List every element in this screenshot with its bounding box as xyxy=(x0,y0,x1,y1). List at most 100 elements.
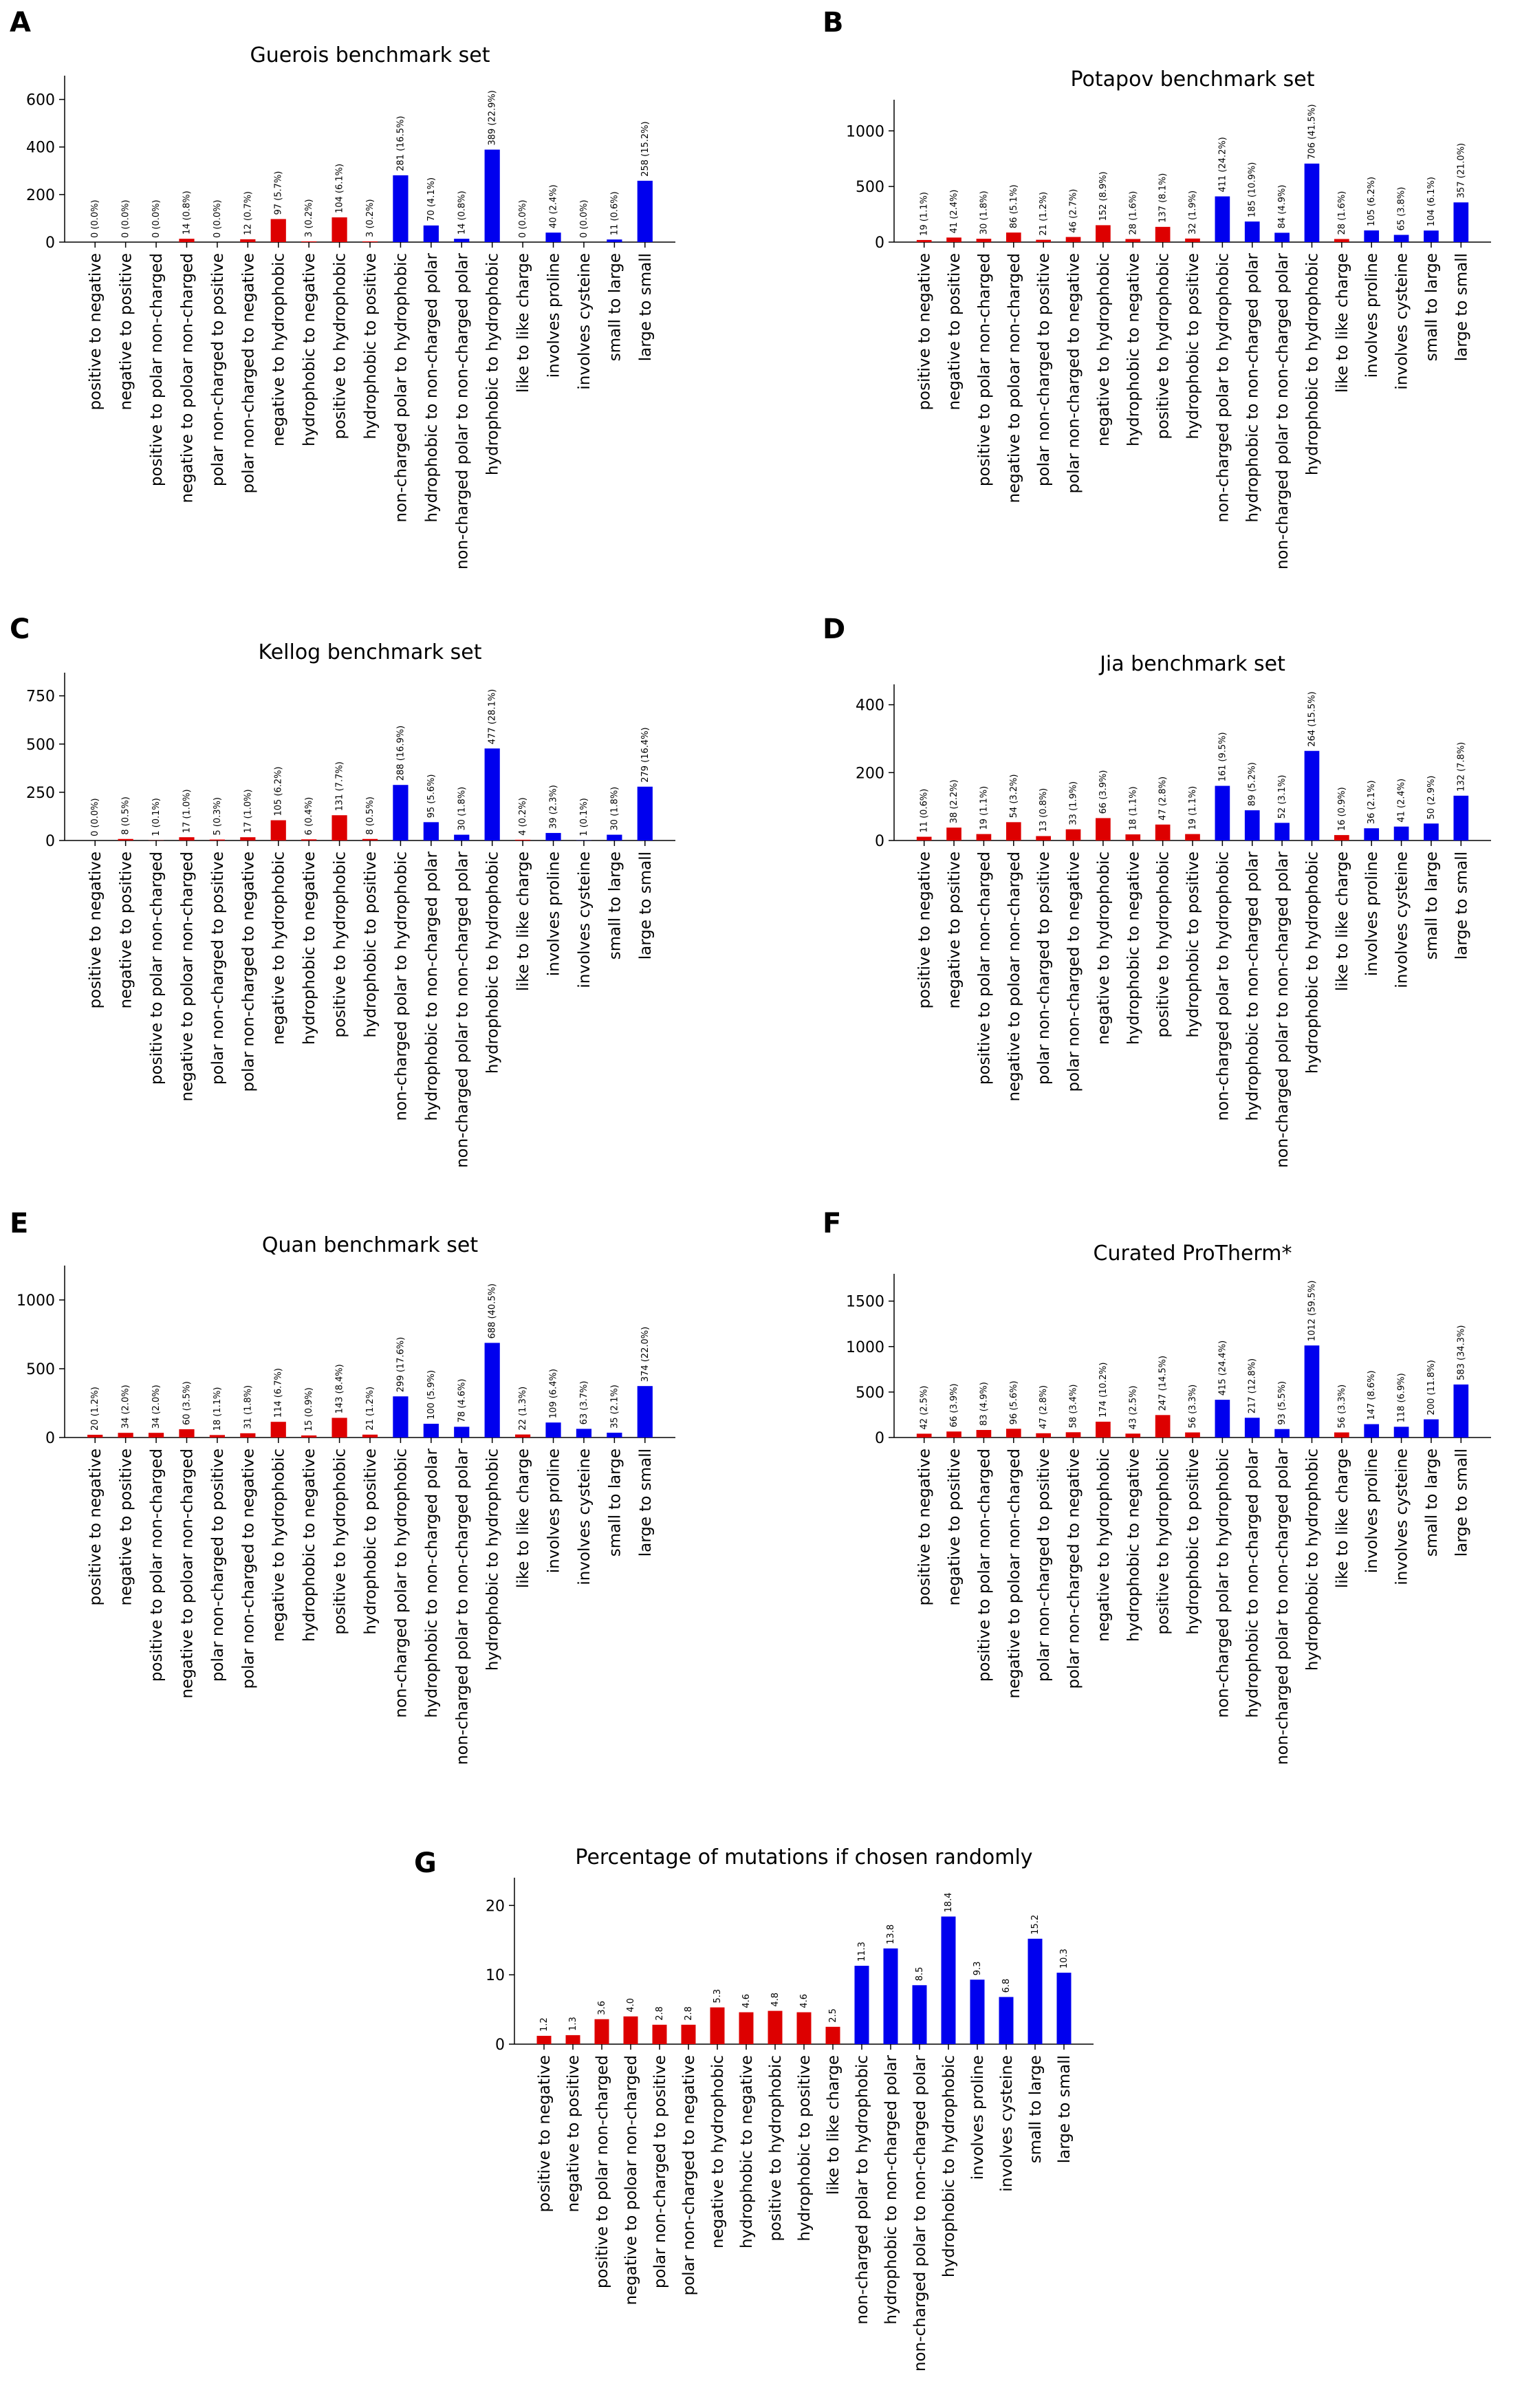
bar xyxy=(652,2024,667,2044)
y-tick-label: 0 xyxy=(45,235,55,252)
y-tick-label: 500 xyxy=(26,1361,55,1378)
bar xyxy=(1334,1432,1349,1438)
category-label: non-charged polar to hydrophobic xyxy=(392,852,410,1121)
panel-letter: D xyxy=(823,614,845,645)
bar-value-label: 357 (21.0%) xyxy=(1456,143,1466,198)
panel-letter: E xyxy=(10,1208,28,1239)
bar-value-label: 78 (4.6%) xyxy=(457,1379,467,1423)
bar xyxy=(1065,829,1081,840)
bar-value-label: 131 (7.7%) xyxy=(335,761,345,811)
bar xyxy=(301,241,317,242)
bar xyxy=(976,239,992,242)
bar xyxy=(1364,1424,1380,1438)
category-label: hydrophobic to non-charged polar xyxy=(1244,1448,1262,1717)
category-label: non-charged polar to hydrophobic xyxy=(392,1449,410,1718)
bar xyxy=(607,1433,622,1438)
bar-value-label: 299 (17.6%) xyxy=(395,1337,406,1392)
category-label: positive to polar non-charged xyxy=(975,253,993,486)
bar-value-label: 65 (3.8%) xyxy=(1397,187,1407,231)
bar xyxy=(301,839,317,840)
bar-value-label: 4 (0.2%) xyxy=(518,797,528,836)
bar-value-label: 96 (5.6%) xyxy=(1009,1380,1019,1424)
panel-f: F Curated ProTherm* 0 500 1000 1500 42 (2.5%) p… xyxy=(823,1208,1491,1765)
bar-value-label: 9.3 xyxy=(972,1962,983,1976)
category-label: large to small xyxy=(1056,2055,1074,2163)
bar xyxy=(423,822,439,840)
category-label: like to like charge xyxy=(514,253,532,393)
y-tick-label: 750 xyxy=(26,688,55,706)
category-label: negative to hydrophobic xyxy=(270,852,288,1045)
bar-value-label: 6.8 xyxy=(1001,1979,1012,1993)
y-tick-label: 0 xyxy=(45,833,55,850)
category-label: negative to poloar non-charged xyxy=(178,852,196,1102)
bar-value-label: 14 (0.8%) xyxy=(182,191,192,235)
bar xyxy=(148,1433,164,1438)
category-label: positive to negative xyxy=(87,1449,105,1606)
y-tick-label: 500 xyxy=(26,737,55,754)
bar-value-label: 0 (0.0%) xyxy=(90,798,100,836)
bar-value-label: 258 (15.2%) xyxy=(640,121,651,176)
bar xyxy=(970,1979,985,2044)
bar-value-label: 706 (41.5%) xyxy=(1307,104,1317,159)
bar xyxy=(1036,1433,1051,1438)
category-label: non-charged polar to hydrophobic xyxy=(392,253,410,523)
category-label: non-charged polar to non-charged polar xyxy=(453,252,471,570)
category-label: positive to negative xyxy=(536,2055,554,2213)
bar xyxy=(1364,828,1380,840)
bar-value-label: 15 (0.9%) xyxy=(304,1387,314,1431)
category-label: negative to positive xyxy=(946,852,964,1009)
category-label: negative to positive xyxy=(946,1449,964,1606)
category-label: involves proline xyxy=(1363,253,1381,378)
category-label: hydrophobic to positive xyxy=(1184,852,1202,1038)
category-label: involves cysteine xyxy=(1393,253,1411,390)
bar-value-label: 4.6 xyxy=(741,1994,752,2008)
category-label: negative to poloar non-charged xyxy=(1005,852,1023,1102)
bar xyxy=(179,239,195,242)
category-label: positive to hydrophobic xyxy=(1155,852,1173,1038)
bar xyxy=(1096,225,1111,242)
bar xyxy=(1005,1429,1021,1438)
category-label: polar non-charged to negative xyxy=(239,253,257,493)
bar xyxy=(179,1429,195,1438)
panel-c: C Kellog benchmark set 0 250 500 750 0 (0.0%) p… xyxy=(10,614,675,1168)
y-tick-label: 500 xyxy=(856,179,884,196)
category-label: polar non-charged to negative xyxy=(680,2055,698,2295)
category-label: hydrophobic to non-charged polar xyxy=(1244,851,1262,1120)
bar-value-label: 0 (0.0%) xyxy=(90,199,100,238)
bar-value-label: 13 (0.8%) xyxy=(1039,788,1049,832)
category-label: hydrophobic to hydrophobic xyxy=(1303,253,1321,475)
bar xyxy=(854,1966,869,2044)
bar xyxy=(301,1435,317,1438)
panel-d: D Jia benchmark set 0 200 400 11 (0.6%) positi… xyxy=(823,614,1491,1168)
bar-value-label: 60 (3.5%) xyxy=(182,1381,192,1425)
bar-value-label: 374 (22.0%) xyxy=(640,1327,651,1382)
bar xyxy=(1155,824,1171,840)
bar-value-label: 11 (0.6%) xyxy=(920,789,930,833)
bar xyxy=(576,1429,592,1438)
bar xyxy=(423,1424,439,1438)
bar-value-label: 30 (1.8%) xyxy=(609,787,620,831)
bar-value-label: 3 (0.2%) xyxy=(365,199,376,237)
category-label: positive to polar non-charged xyxy=(975,852,993,1085)
category-label: hydrophobic to positive xyxy=(1184,1449,1202,1635)
category-label: involves proline xyxy=(1363,852,1381,976)
y-tick-label: 250 xyxy=(26,785,55,802)
bar xyxy=(999,1997,1014,2044)
bar-value-label: 18 (1.1%) xyxy=(1128,786,1138,830)
bar xyxy=(1065,237,1081,242)
chart-title: Curated ProTherm* xyxy=(1094,1241,1292,1266)
bar xyxy=(1065,1432,1081,1438)
bar xyxy=(637,180,653,242)
y-tick-label: 10 xyxy=(486,1967,505,1984)
bar-value-label: 137 (8.1%) xyxy=(1158,173,1168,223)
bar xyxy=(484,1343,500,1438)
bar xyxy=(1364,230,1380,242)
bar xyxy=(331,217,347,242)
bar-value-label: 38 (2.2%) xyxy=(949,779,959,823)
bar-value-label: 86 (5.1%) xyxy=(1009,184,1019,228)
bar xyxy=(946,1431,961,1438)
bar-value-label: 264 (15.5%) xyxy=(1307,691,1317,746)
category-label: hydrophobic to positive xyxy=(362,852,380,1038)
bar xyxy=(1028,1938,1043,2044)
bar xyxy=(240,1433,256,1438)
